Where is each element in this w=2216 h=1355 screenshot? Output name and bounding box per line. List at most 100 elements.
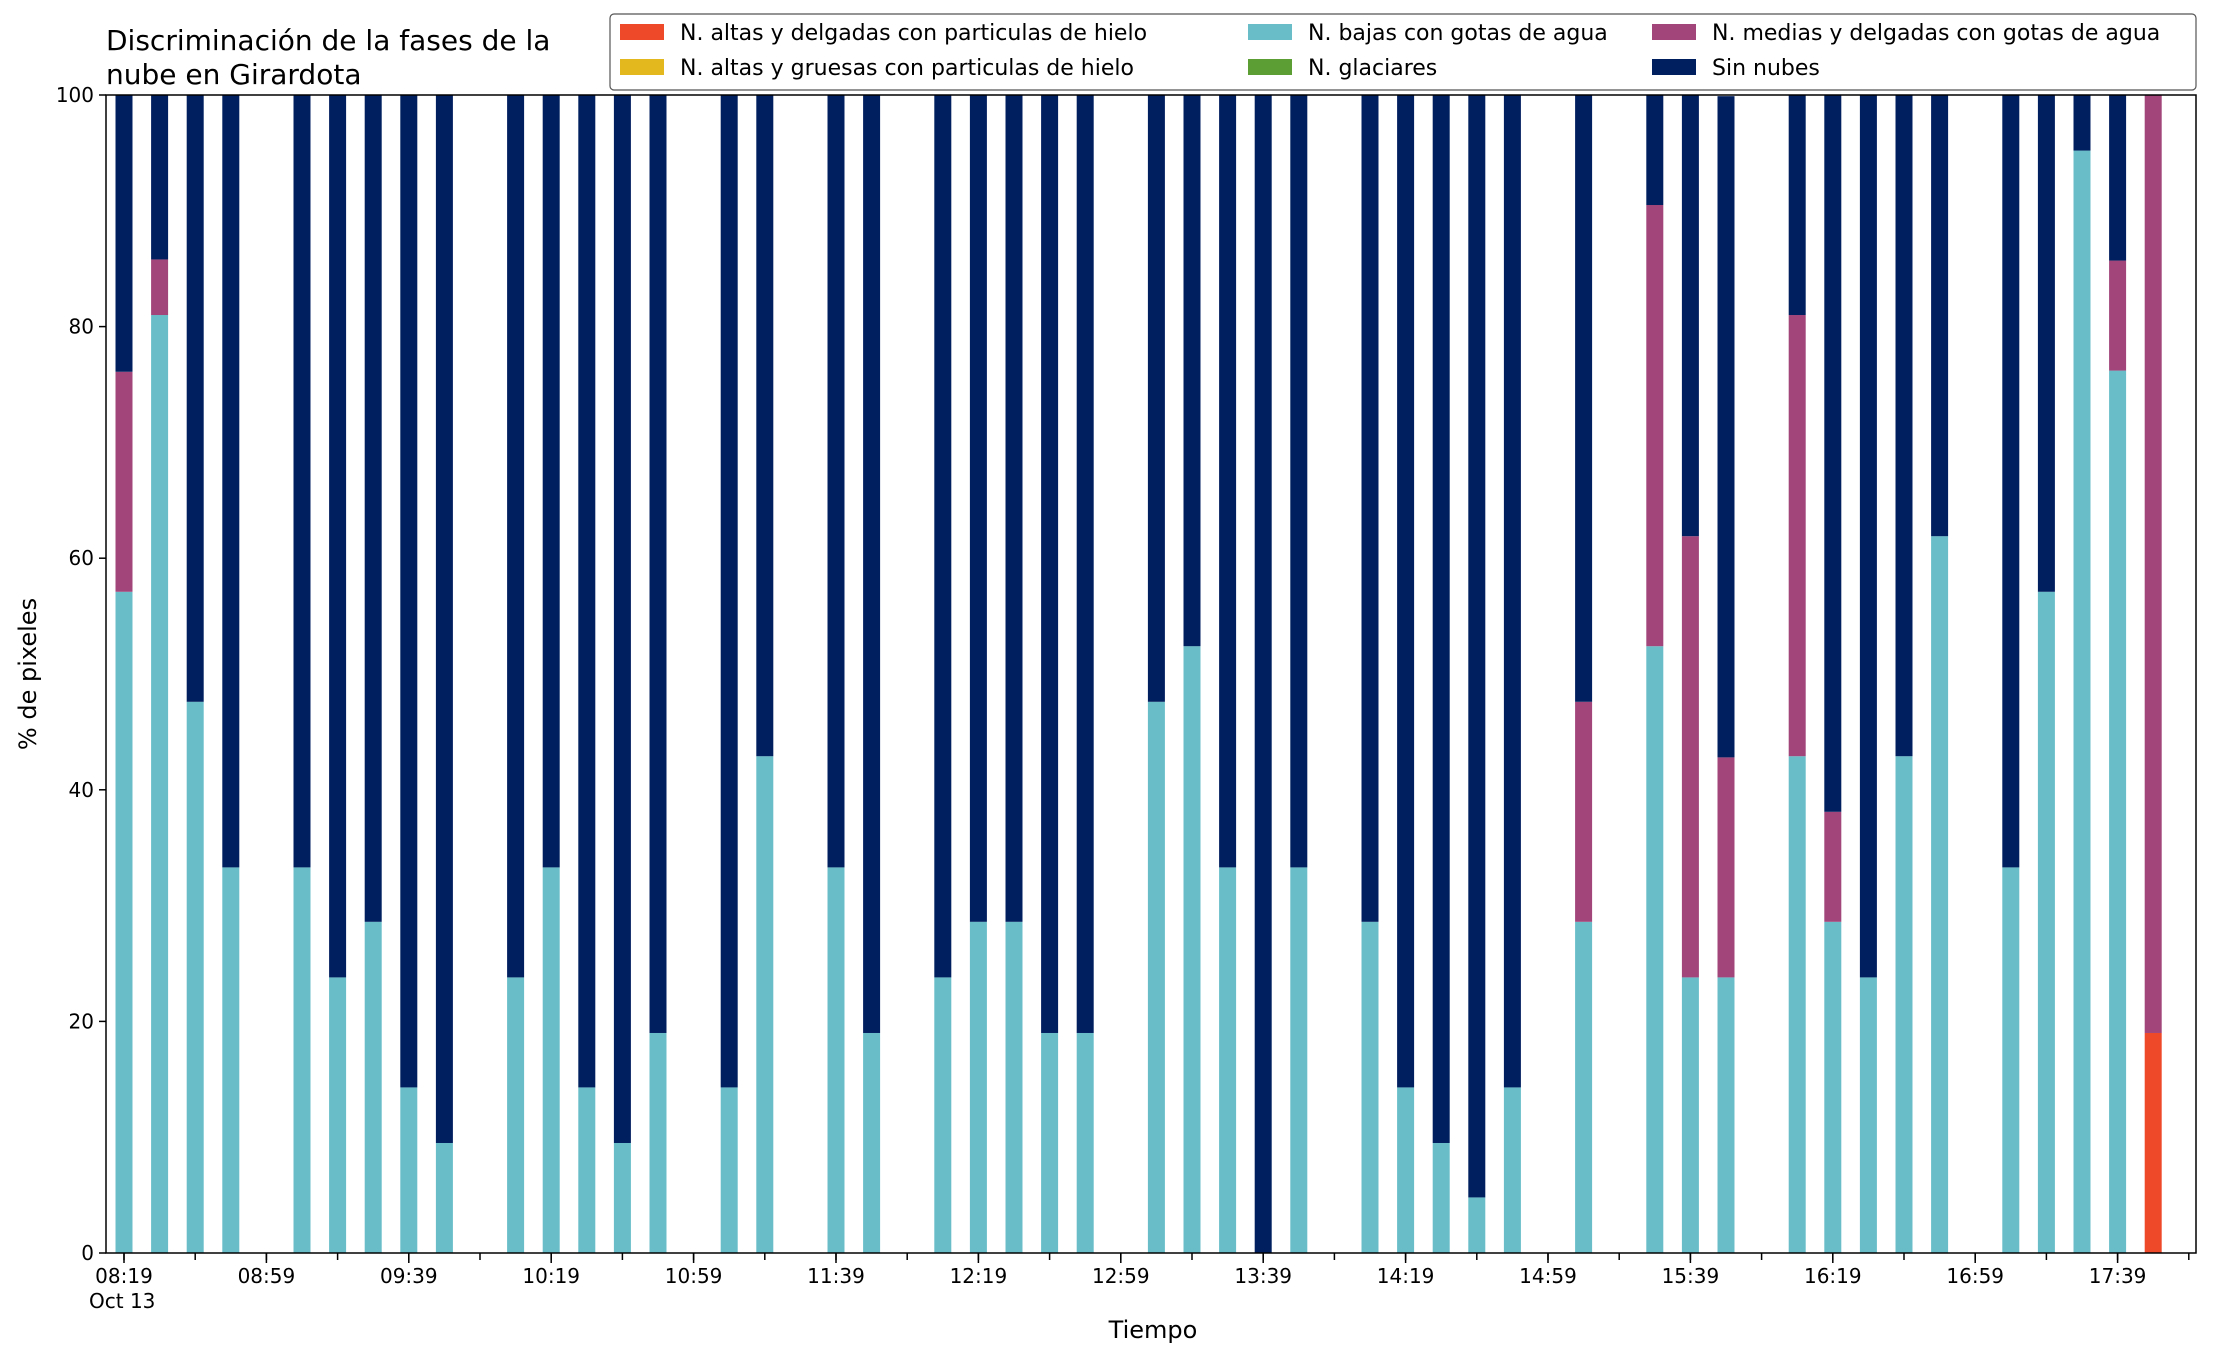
bar-sin-nubes-8	[400, 95, 418, 1088]
y-tick-label-1: 20	[69, 1009, 94, 1033]
plot-frame	[105, 94, 2197, 1254]
bars-layer	[115, 95, 2162, 1254]
bar-n-bajas-con-gotas-de-agua-15	[649, 1032, 667, 1253]
x-tick-label-2: 09:39	[380, 1264, 438, 1288]
bar-sin-nubes-1	[151, 95, 169, 260]
bar-n-medias-y-delgadas-con-gotas-de-agua-1	[151, 259, 169, 316]
bar-sin-nubes-32	[1254, 95, 1272, 1253]
x-tick-label-3: 10:19	[522, 1264, 580, 1288]
bar-sin-nubes-21	[863, 95, 881, 1033]
bar-sin-nubes-14	[613, 95, 631, 1143]
legend-label-n-altas-y-gruesas-con-particulas-de-hielo: N. altas y gruesas con particulas de hie…	[680, 56, 1134, 81]
legend-box	[609, 13, 2197, 91]
bar-n-bajas-con-gotas-de-agua-2	[186, 701, 204, 1253]
bar-n-bajas-con-gotas-de-agua-45	[1717, 977, 1735, 1253]
bar-n-bajas-con-gotas-de-agua-14	[613, 1142, 631, 1253]
bar-n-bajas-con-gotas-de-agua-25	[1005, 921, 1023, 1253]
bar-n-bajas-con-gotas-de-agua-36	[1397, 1087, 1415, 1253]
bar-sin-nubes-39	[1503, 95, 1521, 1088]
bar-sin-nubes-54	[2037, 95, 2055, 592]
bar-sin-nubes-37	[1432, 95, 1450, 1143]
bar-sin-nubes-43	[1646, 95, 1664, 206]
bar-sin-nubes-33	[1290, 95, 1308, 868]
bar-n-bajas-con-gotas-de-agua-44	[1681, 977, 1699, 1253]
y-tick-label-3: 60	[69, 546, 94, 570]
bar-n-bajas-con-gotas-de-agua-35	[1361, 921, 1379, 1253]
bar-sin-nubes-31	[1219, 95, 1237, 868]
legend-swatch-n-medias-y-delgadas-con-gotas-de-agua	[1652, 24, 1696, 40]
bar-n-bajas-con-gotas-de-agua-29	[1147, 701, 1165, 1253]
bar-n-bajas-con-gotas-de-agua-41	[1575, 921, 1593, 1253]
x-tick-label-14: 17:39	[2089, 1264, 2147, 1288]
x-tick-label-12: 16:19	[1804, 1264, 1862, 1288]
bar-sin-nubes-25	[1005, 95, 1023, 922]
bar-n-medias-y-delgadas-con-gotas-de-agua-47	[1788, 315, 1806, 757]
legend-swatch-n-glaciares	[1248, 59, 1292, 75]
legend-swatch-n-altas-y-delgadas-con-particulas-de-hielo	[620, 24, 664, 40]
x-tick-label-10: 14:59	[1519, 1264, 1577, 1288]
bar-n-medias-y-delgadas-con-gotas-de-agua-48	[1824, 811, 1842, 922]
legend-swatch-n-altas-y-gruesas-con-particulas-de-hielo	[620, 59, 664, 75]
bar-sin-nubes-53	[2002, 95, 2020, 868]
bar-n-bajas-con-gotas-de-agua-17	[720, 1087, 738, 1253]
y-axis: 0 20 40 60 80 100	[56, 83, 106, 1265]
bar-sin-nubes-45	[1717, 96, 1735, 758]
x-tick-label-7: 12:59	[1092, 1264, 1150, 1288]
y-axis-label: % de pixeles	[14, 598, 42, 750]
bar-n-medias-y-delgadas-con-gotas-de-agua-44	[1681, 536, 1699, 978]
bar-sin-nubes-7	[364, 95, 382, 922]
bar-n-bajas-con-gotas-de-agua-31	[1219, 867, 1237, 1253]
x-tick-label-8: 13:39	[1234, 1264, 1292, 1288]
bar-n-bajas-con-gotas-de-agua-3	[222, 867, 240, 1253]
bar-sin-nubes-26	[1041, 95, 1059, 1033]
bar-n-bajas-con-gotas-de-agua-56	[2109, 370, 2127, 1254]
x-date-label: Oct 13	[89, 1289, 155, 1313]
bar-n-bajas-con-gotas-de-agua-55	[2073, 150, 2091, 1254]
bar-sin-nubes-27	[1076, 95, 1094, 1033]
x-tick-label-11: 15:39	[1662, 1264, 1720, 1288]
bar-sin-nubes-9	[435, 95, 453, 1143]
bar-sin-nubes-47	[1788, 95, 1806, 316]
legend-label-n-bajas-con-gotas-de-agua: N. bajas con gotas de agua	[1308, 21, 1608, 46]
bar-n-bajas-con-gotas-de-agua-50	[1895, 756, 1913, 1253]
x-tick-label-5: 11:39	[807, 1264, 865, 1288]
bar-n-bajas-con-gotas-de-agua-43	[1646, 646, 1664, 1253]
legend-label-n-medias-y-delgadas-con-gotas-de-agua: N. medias y delgadas con gotas de agua	[1712, 21, 2160, 46]
bar-n-bajas-con-gotas-de-agua-5	[293, 867, 311, 1253]
y-tick-label-5: 100	[56, 83, 94, 107]
bar-sin-nubes-44	[1681, 95, 1699, 537]
bar-sin-nubes-41	[1575, 95, 1593, 702]
bar-n-medias-y-delgadas-con-gotas-de-agua-41	[1575, 701, 1593, 922]
bar-n-bajas-con-gotas-de-agua-30	[1183, 646, 1201, 1253]
legend-label-n-glaciares: N. glaciares	[1308, 56, 1437, 81]
bar-sin-nubes-24	[969, 95, 987, 922]
legend-label-n-altas-y-delgadas-con-particulas-de-hielo: N. altas y delgadas con particulas de hi…	[680, 21, 1147, 46]
bar-n-bajas-con-gotas-de-agua-13	[578, 1087, 596, 1253]
bar-n-bajas-con-gotas-de-agua-49	[1859, 977, 1877, 1253]
bar-sin-nubes-6	[329, 95, 347, 978]
bar-sin-nubes-3	[222, 95, 240, 868]
bar-sin-nubes-48	[1824, 95, 1842, 812]
bar-n-bajas-con-gotas-de-agua-47	[1788, 756, 1806, 1253]
x-axis: 08:19 08:59 09:39 10:19 10:59 11:39 12:19 12:59…	[95, 1253, 2190, 1288]
x-tick-label-6: 12:19	[950, 1264, 1008, 1288]
legend-swatch-sin-nubes	[1652, 59, 1696, 75]
bar-n-bajas-con-gotas-de-agua-53	[2002, 867, 2020, 1253]
bar-n-bajas-con-gotas-de-agua-37	[1432, 1142, 1450, 1253]
legend-label-sin-nubes: Sin nubes	[1712, 56, 1820, 81]
bar-n-bajas-con-gotas-de-agua-6	[329, 977, 347, 1253]
x-axis-label: Tiempo	[1108, 1316, 1198, 1344]
bar-sin-nubes-0	[115, 95, 133, 372]
bar-n-bajas-con-gotas-de-agua-21	[863, 1032, 881, 1253]
bar-n-bajas-con-gotas-de-agua-54	[2037, 591, 2055, 1253]
bar-n-medias-y-delgadas-con-gotas-de-agua-56	[2109, 260, 2127, 371]
bar-sin-nubes-38	[1468, 95, 1486, 1198]
legend-swatch-n-bajas-con-gotas-de-agua	[1248, 24, 1292, 40]
bar-n-bajas-con-gotas-de-agua-51	[1931, 536, 1949, 1253]
x-tick-label-9: 14:19	[1377, 1264, 1435, 1288]
bar-sin-nubes-13	[578, 95, 596, 1088]
bar-sin-nubes-18	[756, 95, 774, 757]
y-tick-label-2: 40	[69, 778, 94, 802]
chart-title-line-2: nube en Girardota	[106, 58, 361, 91]
bar-sin-nubes-23	[934, 95, 952, 978]
